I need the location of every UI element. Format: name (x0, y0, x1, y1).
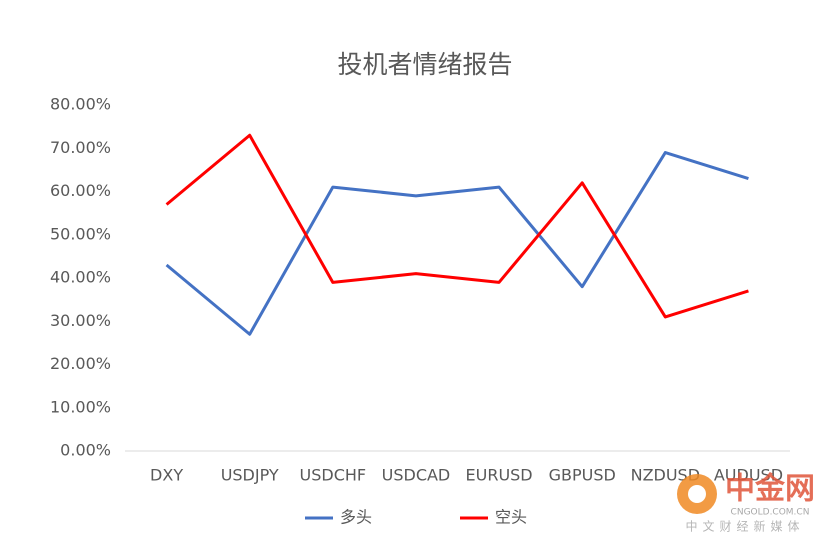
x-tick-label: USDCAD (382, 466, 451, 485)
x-tick-label: EURUSD (466, 466, 533, 485)
x-tick-label: USDJPY (221, 466, 279, 485)
x-tick-label: NZDUSD (631, 466, 700, 485)
y-tick-label: 60.00% (50, 181, 111, 200)
y-tick-label: 20.00% (50, 354, 111, 373)
watermark-logo-inner (688, 485, 706, 503)
watermark-slogan: 中文财经新媒体 (685, 519, 804, 534)
chart-title: 投机者情绪报告 (337, 50, 512, 79)
watermark: 中金网 CNGOLD.COM.CN 中文财经新媒体 (677, 472, 815, 534)
y-tick-label: 10.00% (50, 397, 111, 416)
series-line (165, 151, 749, 336)
legend-label: 多头 (340, 508, 372, 527)
x-tick-label: DXY (150, 466, 183, 485)
watermark-domain: CNGOLD.COM.CN (731, 508, 810, 518)
watermark-brand: 中金网 (725, 472, 815, 507)
y-tick-label: 80.00% (50, 95, 111, 114)
y-tick-label: 40.00% (50, 268, 111, 287)
series-line (165, 133, 749, 319)
y-tick-label: 30.00% (50, 311, 111, 330)
y-tick-label: 70.00% (50, 138, 111, 157)
x-tick-label: USDCHF (300, 466, 367, 485)
x-tick-label: GBPUSD (549, 466, 616, 485)
y-tick-label: 0.00% (60, 441, 111, 460)
x-tick-label: AUDUSD (714, 466, 783, 485)
legend-label: 空头 (495, 508, 527, 527)
y-tick-label: 50.00% (50, 224, 111, 243)
